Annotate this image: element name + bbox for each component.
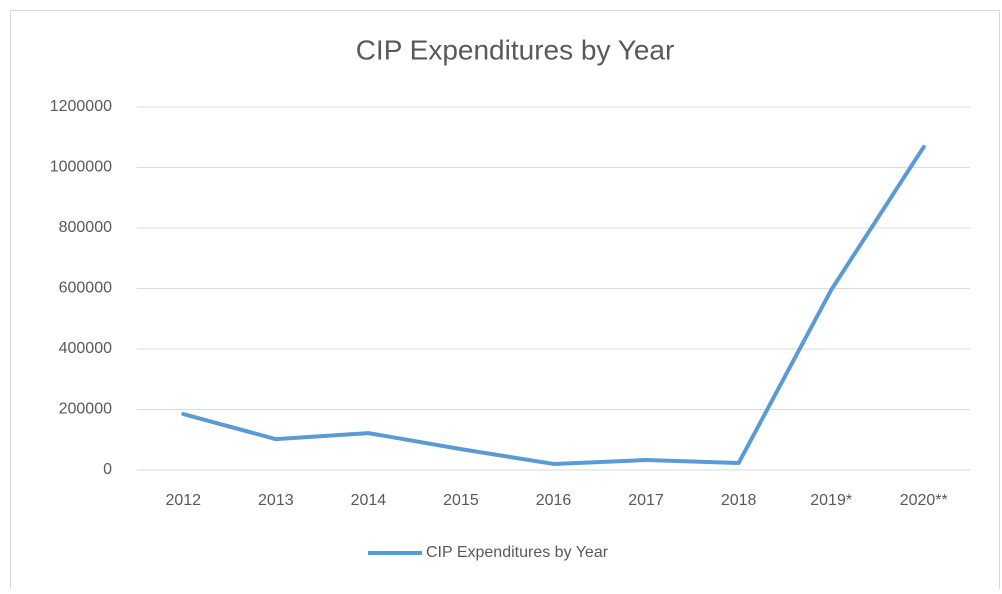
y-tick-label: 600000 (59, 280, 112, 297)
y-tick-label: 1200000 (50, 98, 112, 115)
line-series (181, 144, 926, 466)
x-tick-label: 2016 (536, 492, 572, 509)
y-tick-label: 400000 (59, 340, 112, 357)
x-tick-label: 2014 (351, 492, 387, 509)
chart-title: CIP Expenditures by Year (356, 34, 675, 65)
x-tick-label: 2018 (721, 492, 757, 509)
x-tick-label: 2013 (258, 492, 294, 509)
chart-frame (10, 10, 1000, 594)
x-tick-label: 2012 (165, 492, 201, 509)
y-tick-label: 200000 (59, 401, 112, 418)
legend-label: CIP Expenditures by Year (426, 544, 609, 561)
y-tick-label: 0 (103, 461, 112, 478)
x-tick-label: 2019* (810, 492, 852, 509)
x-tick-label: 2015 (443, 492, 479, 509)
y-tick-label: 1000000 (50, 159, 112, 176)
x-tick-label: 2017 (628, 492, 664, 509)
y-tick-label: 800000 (59, 219, 112, 236)
x-tick-label: 2020** (900, 492, 948, 509)
